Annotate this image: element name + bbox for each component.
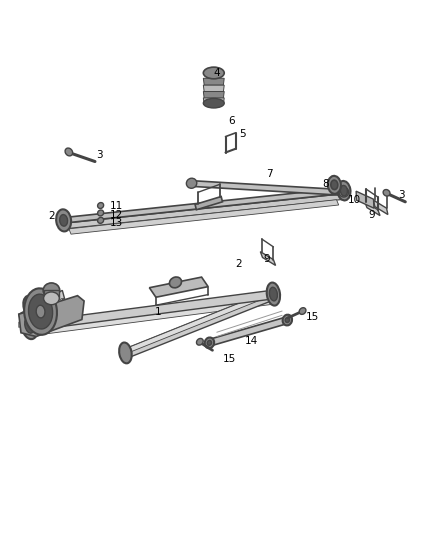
Text: 11: 11	[110, 201, 124, 211]
Text: 2: 2	[235, 259, 242, 269]
Ellipse shape	[24, 288, 57, 335]
Ellipse shape	[269, 287, 277, 301]
Polygon shape	[195, 197, 223, 210]
Polygon shape	[208, 317, 289, 346]
Polygon shape	[374, 200, 388, 215]
Polygon shape	[203, 98, 224, 105]
Text: 2: 2	[48, 211, 55, 221]
Text: 13: 13	[110, 218, 124, 228]
Text: 9: 9	[368, 209, 374, 220]
Ellipse shape	[205, 337, 214, 348]
Polygon shape	[19, 296, 84, 336]
Ellipse shape	[44, 292, 59, 305]
Text: 9: 9	[264, 254, 270, 263]
Ellipse shape	[328, 176, 341, 194]
Text: 3: 3	[96, 150, 102, 160]
Polygon shape	[125, 290, 271, 354]
Ellipse shape	[197, 338, 203, 345]
Ellipse shape	[65, 148, 73, 156]
Ellipse shape	[203, 67, 224, 79]
Ellipse shape	[285, 318, 290, 322]
Polygon shape	[44, 290, 59, 298]
Text: 8: 8	[322, 179, 329, 189]
Ellipse shape	[186, 178, 197, 188]
Ellipse shape	[203, 99, 224, 108]
Text: 3: 3	[399, 190, 405, 200]
Text: 7: 7	[266, 169, 272, 179]
Polygon shape	[69, 200, 339, 234]
Ellipse shape	[119, 343, 132, 364]
Ellipse shape	[98, 203, 104, 208]
Text: 5: 5	[240, 129, 246, 139]
Ellipse shape	[25, 317, 35, 333]
Text: 12: 12	[110, 209, 124, 220]
Ellipse shape	[98, 217, 104, 223]
Ellipse shape	[21, 311, 38, 339]
Ellipse shape	[299, 308, 306, 314]
Text: 4: 4	[213, 68, 220, 78]
Ellipse shape	[331, 180, 338, 190]
Ellipse shape	[56, 209, 71, 231]
Text: 1: 1	[155, 306, 161, 317]
Polygon shape	[191, 181, 345, 196]
Polygon shape	[203, 78, 224, 85]
Polygon shape	[149, 277, 208, 297]
Ellipse shape	[43, 283, 60, 298]
Polygon shape	[260, 252, 276, 265]
Ellipse shape	[267, 282, 280, 305]
Ellipse shape	[98, 210, 104, 216]
Ellipse shape	[207, 341, 212, 345]
Ellipse shape	[36, 305, 45, 318]
Ellipse shape	[339, 188, 349, 197]
Ellipse shape	[170, 277, 181, 288]
Ellipse shape	[60, 215, 67, 226]
Polygon shape	[28, 322, 34, 335]
Ellipse shape	[23, 296, 36, 317]
Ellipse shape	[283, 314, 292, 326]
Polygon shape	[203, 92, 224, 99]
Polygon shape	[62, 194, 345, 229]
Ellipse shape	[383, 190, 390, 196]
Ellipse shape	[340, 185, 347, 196]
Polygon shape	[365, 202, 380, 216]
Polygon shape	[356, 191, 374, 208]
Ellipse shape	[337, 181, 350, 200]
Polygon shape	[19, 290, 64, 322]
Text: 10: 10	[347, 195, 360, 205]
Text: 15: 15	[306, 312, 319, 322]
Polygon shape	[28, 290, 278, 330]
Ellipse shape	[28, 294, 53, 329]
Text: 14: 14	[245, 336, 258, 346]
Polygon shape	[28, 296, 278, 335]
Text: 6: 6	[229, 116, 235, 126]
Text: 15: 15	[223, 354, 237, 364]
Polygon shape	[62, 188, 345, 223]
Polygon shape	[203, 85, 224, 92]
Polygon shape	[125, 290, 278, 357]
Polygon shape	[19, 298, 62, 327]
